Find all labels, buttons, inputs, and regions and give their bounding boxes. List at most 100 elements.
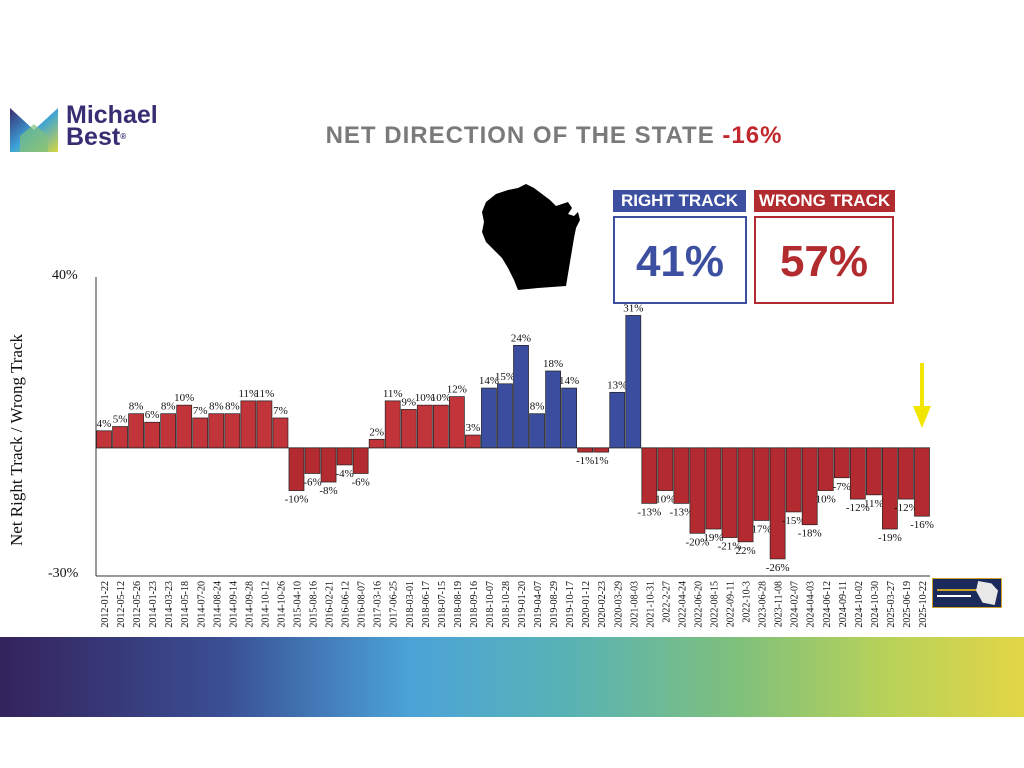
logo-registered-mark: ® bbox=[120, 132, 127, 141]
value-label-2018-10-07: 14% bbox=[479, 375, 499, 387]
bar-2024-10-30 bbox=[865, 447, 882, 496]
x-tick-2014-08-24: 2014-08-24 bbox=[212, 581, 223, 628]
x-tick-2023-11-08: 2023-11-08 bbox=[774, 581, 785, 627]
bar-2014-05-18 bbox=[176, 404, 193, 449]
x-tick-2014-10-26: 2014-10-26 bbox=[276, 581, 287, 628]
value-label-2021-10-31: -13% bbox=[637, 506, 661, 518]
x-tick-2021-10-31: 2021-10-31 bbox=[645, 581, 656, 628]
x-tick-2014-07-20: 2014-07-20 bbox=[196, 581, 207, 628]
value-label-2022-04-24: -13% bbox=[669, 506, 693, 518]
value-label-2022-10-3: 22% bbox=[735, 545, 755, 557]
value-label-2014-08-24: 8% bbox=[209, 401, 224, 413]
value-label-2014-10-12: 11% bbox=[255, 388, 275, 400]
bar-2024-09-11 bbox=[833, 447, 850, 479]
bar-2024-06-12 bbox=[817, 447, 834, 491]
y-tick-top: 40% bbox=[52, 268, 78, 283]
value-label-2018-06-17: 10% bbox=[415, 392, 435, 404]
x-tick-2019-08-29: 2019-08-29 bbox=[549, 581, 560, 628]
x-tick-2018-08-19: 2018-08-19 bbox=[453, 581, 464, 628]
x-tick-2017-06-25: 2017-06-25 bbox=[389, 581, 400, 628]
value-label-2019-01-20: 24% bbox=[511, 332, 531, 344]
right-track-value: 41% bbox=[613, 216, 747, 304]
bar-2016-02-21 bbox=[320, 447, 337, 483]
bar-2019-08-29 bbox=[545, 370, 561, 449]
x-tick-2017-03-16: 2017-03-16 bbox=[373, 581, 384, 628]
value-label-2019-10-17: 14% bbox=[559, 375, 579, 387]
value-label-2021-08-03: 31% bbox=[623, 302, 643, 314]
x-tick-2021-08-03: 2021-08-03 bbox=[629, 581, 640, 628]
x-tick-2018-07-15: 2018-07-15 bbox=[437, 581, 448, 628]
bar-2015-08-16 bbox=[304, 447, 321, 474]
bar-2021-10-31 bbox=[641, 447, 658, 504]
bar-2014-10-12 bbox=[256, 400, 273, 449]
x-tick-2024-09-11: 2024-09-11 bbox=[838, 581, 849, 627]
value-label-2016-08-07: -6% bbox=[351, 476, 369, 488]
value-label-2014-10-26: 7% bbox=[273, 405, 288, 417]
value-label-2020-03-29: 13% bbox=[607, 379, 627, 391]
bar-2022-06-20 bbox=[689, 447, 706, 534]
bar-2018-03-01 bbox=[400, 409, 417, 449]
bar-2020-03-29 bbox=[609, 391, 626, 449]
x-tick-2025-06-19: 2025-06-19 bbox=[902, 581, 913, 628]
value-label-2014-01-23: 6% bbox=[145, 409, 160, 421]
value-label-2019-08-29: 18% bbox=[543, 358, 563, 370]
x-tick-2018-06-17: 2018-06-17 bbox=[421, 581, 432, 628]
x-tick-2025-10-22: 2025-10-22 bbox=[918, 581, 929, 628]
value-label-2020-02-23: 1% bbox=[594, 455, 609, 467]
michael-best-logo-mark bbox=[10, 108, 58, 152]
value-label-2024-10-30: 11% bbox=[864, 498, 884, 510]
bar-2014-03-23 bbox=[160, 413, 177, 449]
value-label-2025-06-19: -12% bbox=[894, 502, 918, 514]
x-tick-2012-05-26: 2012-05-26 bbox=[132, 581, 143, 628]
bar-2014-09-28 bbox=[240, 400, 257, 449]
value-label-2018-10-28: 15% bbox=[495, 371, 515, 383]
bar-2012-05-26 bbox=[128, 413, 144, 449]
value-label-2018-07-15: 10% bbox=[431, 392, 451, 404]
x-tick-2014-03-23: 2014-03-23 bbox=[164, 581, 175, 628]
bar-2019-01-20 bbox=[513, 344, 529, 449]
x-tick-2015-08-16: 2015-08-16 bbox=[309, 581, 320, 628]
logo-wordmark: Michael Best® bbox=[66, 103, 158, 151]
x-tick-2012-05-12: 2012-05-12 bbox=[116, 581, 127, 628]
value-label-2023-06-28: 17% bbox=[752, 523, 772, 535]
bar-2015-04-10 bbox=[288, 447, 305, 491]
right-track-label: RIGHT TRACK bbox=[613, 190, 746, 212]
x-tick-2019-10-17: 2019-10-17 bbox=[565, 581, 576, 628]
value-label-2017-03-16: 2% bbox=[369, 426, 384, 438]
x-tick-2022-09-11: 2022-09-11 bbox=[726, 581, 737, 627]
bar-2021-08-03 bbox=[625, 315, 642, 449]
bar-2017-06-25 bbox=[384, 400, 401, 449]
bar-2022-04-24 bbox=[673, 447, 690, 504]
bar-2019-04-07 bbox=[529, 413, 545, 449]
x-tick-2022-08-15: 2022-08-15 bbox=[709, 581, 720, 628]
bar-2012-01-22 bbox=[96, 430, 112, 449]
bar-2025-06-19 bbox=[898, 447, 914, 500]
x-tick-2018-10-07: 2018-10-07 bbox=[485, 581, 496, 628]
value-label-2024-04-03: -18% bbox=[798, 528, 822, 540]
bar-2018-10-07 bbox=[481, 387, 497, 449]
x-tick-2018-03-01: 2018-03-01 bbox=[405, 581, 416, 628]
logo-line-2: Best bbox=[66, 123, 121, 151]
bar-chart: 4% 2012-01-22 5% 2012-05-12 8% 2012-05-26 6% 20… bbox=[95, 277, 934, 628]
x-tick-2016-06-12: 2016-06-12 bbox=[341, 581, 352, 628]
value-label-2016-02-21: -8% bbox=[319, 485, 337, 497]
x-tick-2015-04-10: 2015-04-10 bbox=[292, 581, 303, 628]
bar-2014-01-23 bbox=[144, 421, 161, 449]
value-label-2017-06-25: 11% bbox=[383, 388, 403, 400]
x-tick-2014-09-14: 2014-09-14 bbox=[228, 581, 239, 628]
x-tick-2019-01-20: 2019-01-20 bbox=[517, 581, 528, 628]
x-tick-2025-03-27: 2025-03-27 bbox=[886, 581, 897, 628]
x-tick-2014-09-28: 2014-09-28 bbox=[244, 581, 255, 628]
x-tick-2014-10-12: 2014-10-12 bbox=[260, 581, 271, 628]
x-tick-2022-10-3: 2022-10-3 bbox=[742, 581, 753, 623]
value-label-2024-09-11: -7% bbox=[833, 481, 851, 493]
footer-gradient-bar bbox=[0, 637, 1024, 717]
bar-2012-05-12 bbox=[112, 426, 128, 449]
wrong-track-label: WRONG TRACK bbox=[754, 190, 895, 212]
value-label-2015-08-16: -6% bbox=[303, 476, 321, 488]
value-label-2023-11-08: -26% bbox=[766, 562, 790, 574]
value-label-2022-06-20: -20% bbox=[686, 536, 710, 548]
bar-2019-10-17 bbox=[561, 387, 578, 449]
bar-2020-01-12 bbox=[577, 447, 594, 453]
bar-2024-02-07 bbox=[785, 447, 802, 513]
